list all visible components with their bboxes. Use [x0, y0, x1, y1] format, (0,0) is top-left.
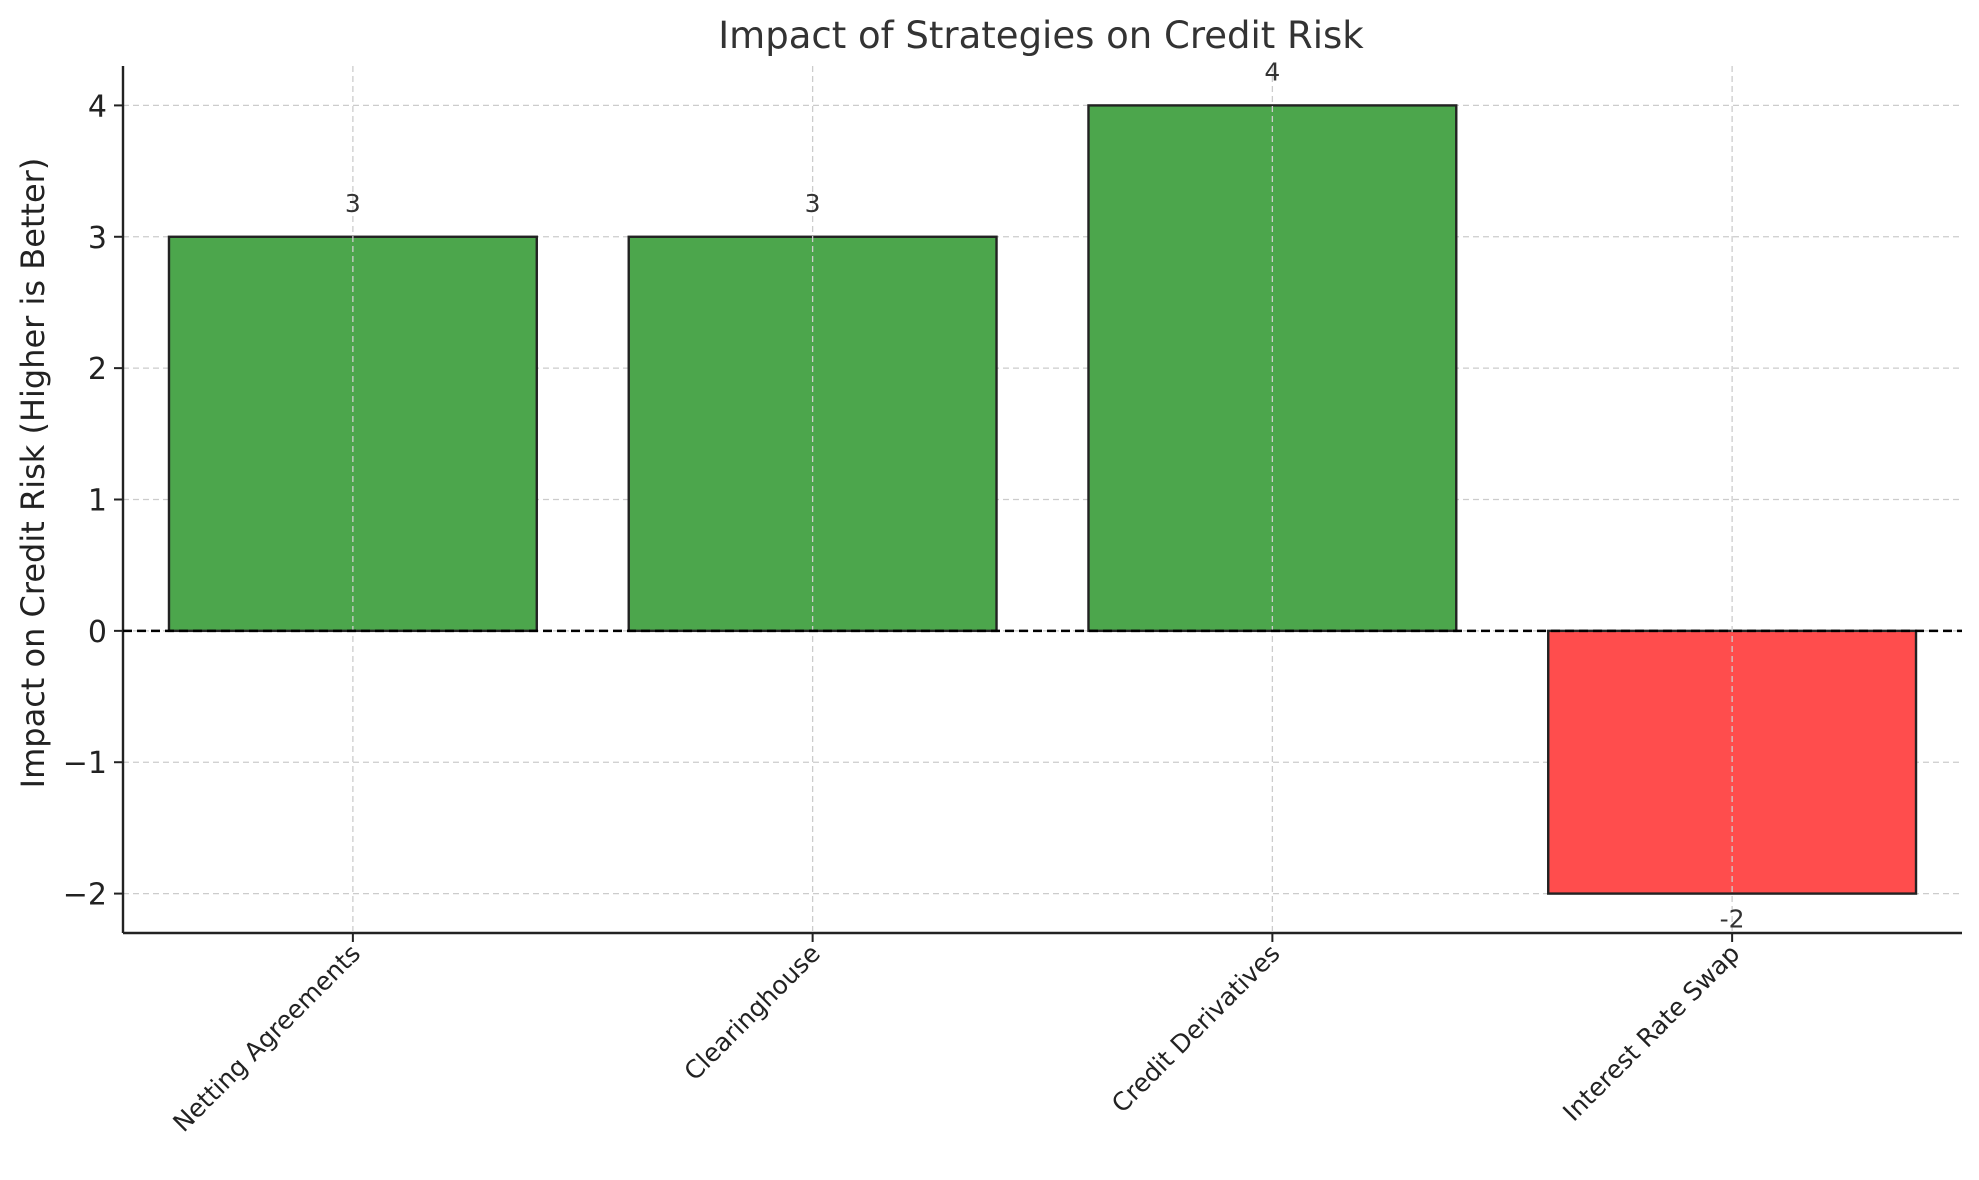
data-labels: 3 3 4 -2	[123, 57, 1962, 934]
x-tick-label: Interest Rate Swap	[1557, 939, 1745, 1127]
y-tick-label: −2	[63, 878, 107, 913]
y-tick-label: 3	[88, 221, 107, 256]
bar-value-label: 4	[1264, 57, 1280, 86]
y-tick-label: 1	[88, 484, 107, 519]
bar-clearinghouse	[627, 235, 998, 633]
y-tick-label: 2	[88, 352, 107, 387]
x-tick-label: Credit Derivatives	[1106, 939, 1286, 1119]
x-tick-label: Netting Agreements	[167, 939, 366, 1138]
bar-netting-agreements	[167, 235, 538, 633]
chart-title: Impact of Strategies on Credit Risk	[718, 14, 1364, 57]
y-tick-label: 4	[88, 89, 107, 124]
y-axis-title: Impact on Credit Risk (Higher is Better)	[14, 158, 52, 789]
bar-value-label: 3	[345, 189, 361, 218]
x-tick-label: Clearinghouse	[678, 939, 825, 1086]
bar-value-label: 3	[805, 189, 821, 218]
y-tick-label: 0	[88, 615, 107, 650]
y-tick-label: −1	[63, 746, 107, 781]
bar-value-label: -2	[1720, 905, 1745, 934]
